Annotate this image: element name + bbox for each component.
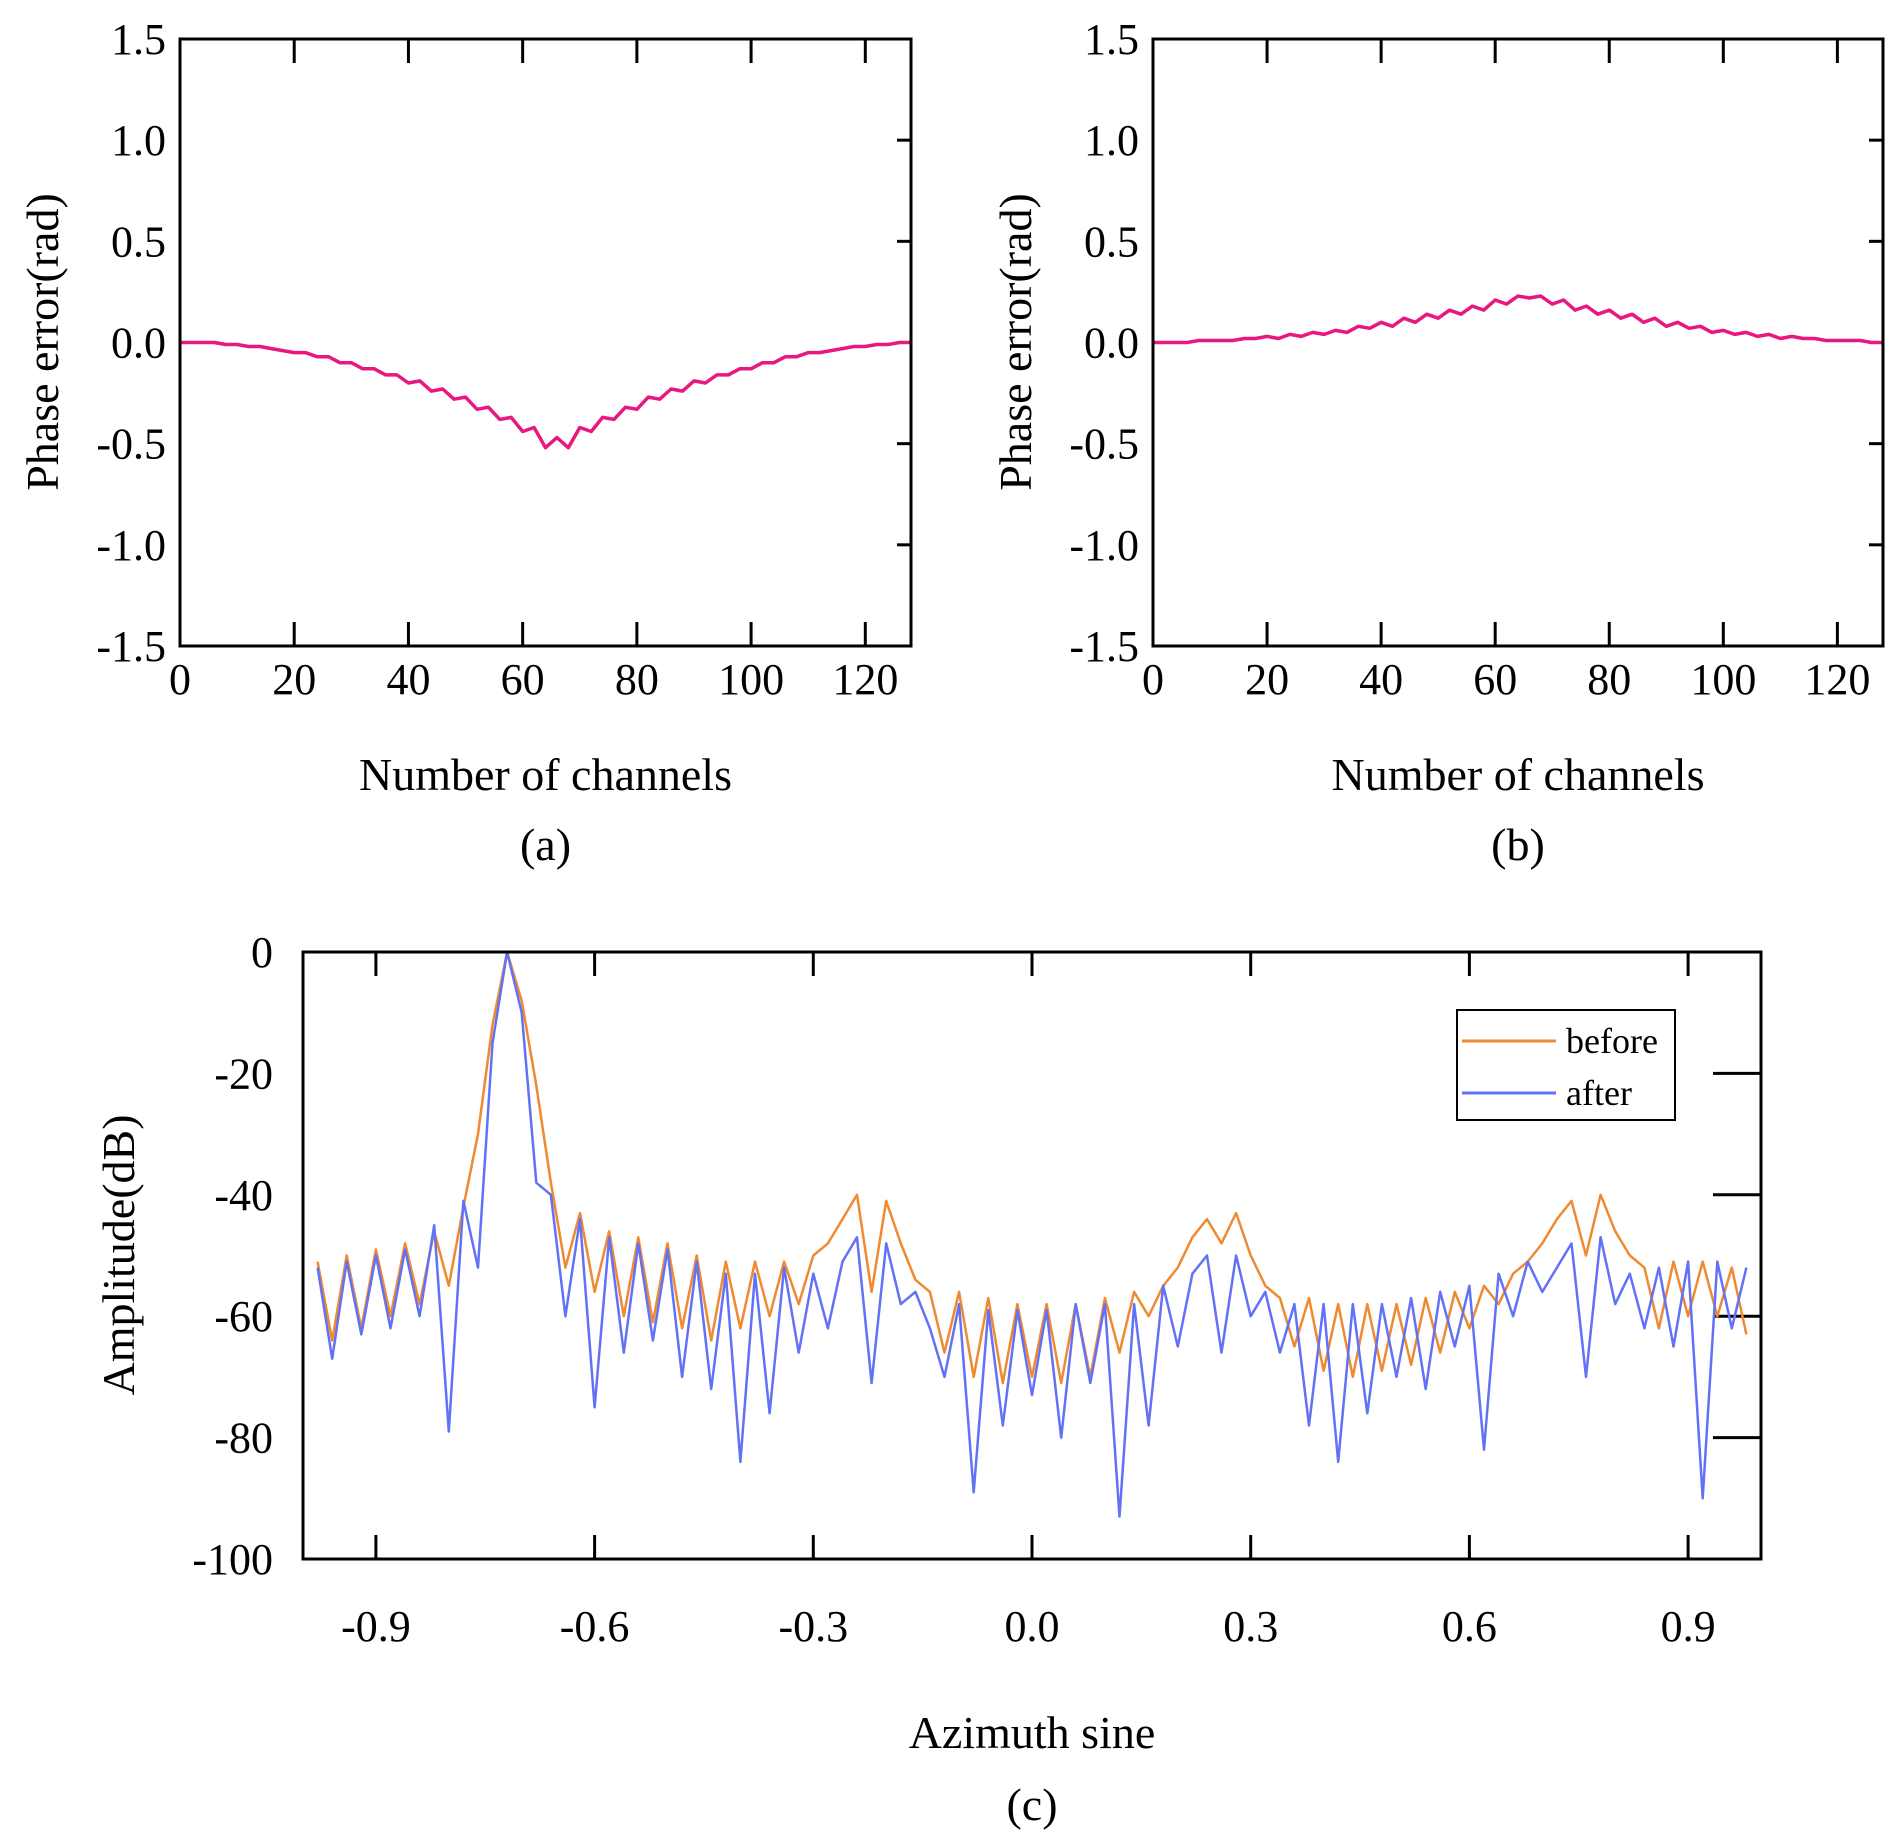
legend-label-before: before	[1566, 1021, 1658, 1061]
x-tick-label: 120	[832, 655, 898, 704]
x-tick-label: 60	[1473, 655, 1517, 704]
y-tick-label: 1.5	[1084, 15, 1139, 64]
x-tick-label: 0.9	[1661, 1602, 1716, 1651]
y-tick-label: 0	[251, 928, 273, 977]
y-tick-label: 1.0	[1084, 116, 1139, 165]
x-tick-label: 40	[1359, 655, 1403, 704]
x-tick-label: -0.9	[341, 1602, 411, 1651]
x-axis-title: Number of channels	[1332, 749, 1705, 800]
y-tick-label: -100	[192, 1535, 273, 1584]
y-tick-label: -1.0	[96, 521, 166, 570]
x-tick-label: -0.6	[560, 1602, 630, 1651]
series-line-phase-error	[180, 340, 911, 450]
legend-label-after: after	[1566, 1073, 1632, 1113]
plot-frame	[1151, 37, 1885, 648]
panel-caption: (a)	[520, 819, 571, 870]
x-tick-label: 0	[169, 655, 191, 704]
y-tick-label: -20	[214, 1049, 273, 1098]
panel-c-amplitude-chart: -0.9 -0.6 -0.3 0.0 0.3 0.6 0.9 0 -20 -40 -60 -80 -10…	[93, 928, 1763, 1830]
panel-caption: (c)	[1006, 1779, 1057, 1830]
y-tick-label: -40	[214, 1171, 273, 1220]
y-axis-title: Amplitude(dB)	[93, 1114, 144, 1395]
x-tick-label: -0.3	[778, 1602, 848, 1651]
x-tick-label: 100	[718, 655, 784, 704]
x-tick-label: 0.3	[1223, 1602, 1278, 1651]
y-tick-label: -1.0	[1069, 521, 1139, 570]
panel-b-phase-error-chart: 0 20 40 60 80 100 120 1.5 1.0 0.5 0.0 -0.5 -1.0 -1.5 N…	[990, 15, 1885, 870]
x-tick-label: 20	[1245, 655, 1289, 704]
x-tick-label: 0.0	[1005, 1602, 1060, 1651]
plot-frame	[178, 37, 913, 648]
y-axis-title: Phase error(rad)	[17, 193, 68, 491]
x-tick-label: 80	[615, 655, 659, 704]
x-axis-title: Number of channels	[359, 749, 732, 800]
y-tick-label: -1.5	[96, 622, 166, 671]
y-tick-label: 0.0	[1084, 319, 1139, 368]
panel-caption: (b)	[1491, 819, 1545, 870]
series-line-phase-error	[1153, 294, 1883, 345]
series-line-after	[316, 950, 1748, 1518]
plot-frame	[301, 950, 1763, 1561]
y-tick-label: 0.5	[1084, 217, 1139, 266]
y-tick-label: -0.5	[1069, 420, 1139, 469]
x-tick-label: 60	[501, 655, 545, 704]
series-line-before	[316, 950, 1748, 1385]
x-tick-label: 40	[386, 655, 430, 704]
y-tick-label: 1.0	[111, 116, 166, 165]
y-tick-label: -1.5	[1069, 622, 1139, 671]
y-tick-label: -80	[214, 1414, 273, 1463]
legend-box	[1456, 1009, 1676, 1121]
y-tick-label: 0.5	[111, 217, 166, 266]
x-tick-label: 0	[1142, 655, 1164, 704]
y-axis-title: Phase error(rad)	[990, 193, 1041, 491]
panel-a-phase-error-chart: 0 20 40 60 80 100 120 1.5 1.0 0.5 0.0 -0.5 -1.0 -1.5 N…	[17, 15, 913, 870]
x-tick-label: 20	[272, 655, 316, 704]
x-tick-label: 0.6	[1442, 1602, 1497, 1651]
x-tick-label: 120	[1804, 655, 1870, 704]
legend: before after	[1456, 1009, 1676, 1121]
y-tick-label: -0.5	[96, 420, 166, 469]
y-tick-label: -60	[214, 1292, 273, 1341]
y-tick-label: 1.5	[111, 15, 166, 64]
x-tick-label: 80	[1587, 655, 1631, 704]
x-axis-title: Azimuth sine	[909, 1707, 1156, 1758]
y-tick-label: 0.0	[111, 319, 166, 368]
x-tick-label: 100	[1690, 655, 1756, 704]
